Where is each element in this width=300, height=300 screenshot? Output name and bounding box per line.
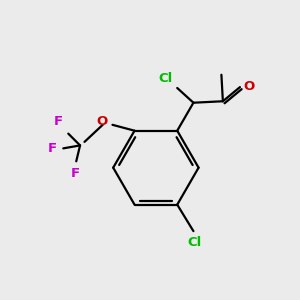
Text: Cl: Cl <box>159 72 173 85</box>
Text: O: O <box>244 80 255 93</box>
Text: F: F <box>71 167 80 181</box>
Text: O: O <box>96 116 107 128</box>
Text: F: F <box>54 115 63 128</box>
Text: F: F <box>48 142 57 155</box>
Text: Cl: Cl <box>188 236 202 249</box>
